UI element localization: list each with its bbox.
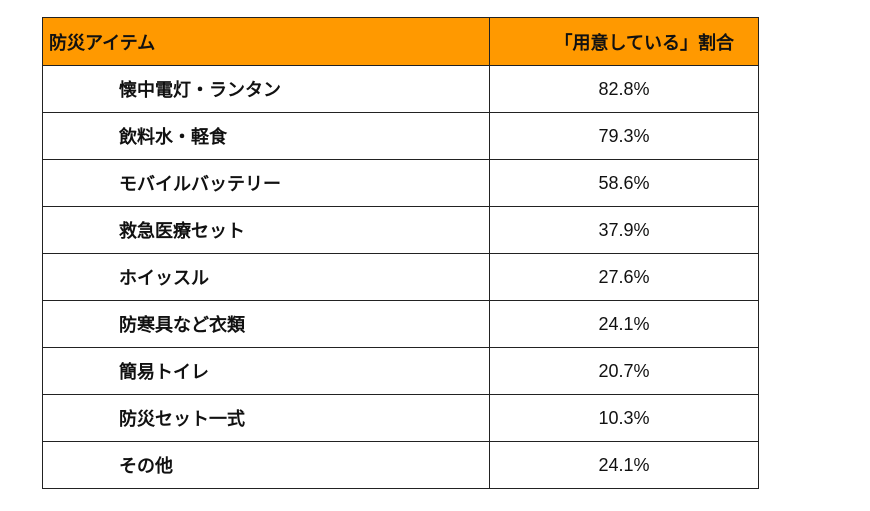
- item-name: 飲料水・軽食: [42, 112, 490, 160]
- table-row: 防災セット一式 10.3%: [42, 394, 759, 442]
- disaster-items-table: 防災アイテム 「用意している」割合 懐中電灯・ランタン 82.8% 飲料水・軽食 …: [42, 17, 759, 489]
- table-row: 救急医療セット 37.9%: [42, 206, 759, 254]
- item-name: 防寒具など衣類: [42, 300, 490, 348]
- item-name: 救急医療セット: [42, 206, 490, 254]
- item-rate: 79.3%: [489, 112, 759, 160]
- item-name: 懐中電灯・ランタン: [42, 65, 490, 113]
- item-rate: 27.6%: [489, 253, 759, 301]
- item-rate: 10.3%: [489, 394, 759, 442]
- item-name: 簡易トイレ: [42, 347, 490, 395]
- item-rate: 20.7%: [489, 347, 759, 395]
- item-name: 防災セット一式: [42, 394, 490, 442]
- table-row: ホイッスル 27.6%: [42, 253, 759, 301]
- header-row: 防災アイテム 「用意している」割合: [42, 17, 759, 66]
- item-rate: 37.9%: [489, 206, 759, 254]
- table-row: 簡易トイレ 20.7%: [42, 347, 759, 395]
- table-row: その他 24.1%: [42, 441, 759, 489]
- item-rate: 24.1%: [489, 300, 759, 348]
- table-row: 懐中電灯・ランタン 82.8%: [42, 65, 759, 113]
- item-rate: 82.8%: [489, 65, 759, 113]
- item-rate: 58.6%: [489, 159, 759, 207]
- item-rate: 24.1%: [489, 441, 759, 489]
- item-name: その他: [42, 441, 490, 489]
- table-row: 飲料水・軽食 79.3%: [42, 112, 759, 160]
- header-item: 防災アイテム: [42, 17, 490, 66]
- item-name: ホイッスル: [42, 253, 490, 301]
- header-rate: 「用意している」割合: [489, 17, 759, 66]
- item-name: モバイルバッテリー: [42, 159, 490, 207]
- table-row: 防寒具など衣類 24.1%: [42, 300, 759, 348]
- table-row: モバイルバッテリー 58.6%: [42, 159, 759, 207]
